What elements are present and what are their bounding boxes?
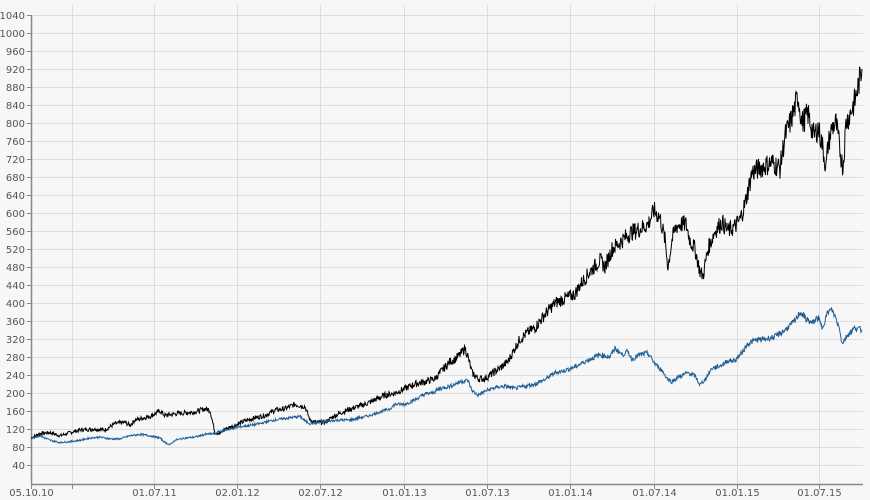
y-tick-label: 1000 xyxy=(0,29,25,40)
y-tick-label: 480 xyxy=(6,263,25,274)
y-tick-label: 200 xyxy=(6,389,25,400)
series-line-blue xyxy=(31,307,863,446)
y-tick-label: 160 xyxy=(6,407,25,418)
y-tick-label: 800 xyxy=(6,119,25,130)
y-tick-label: 600 xyxy=(6,209,25,220)
y-tick-label: 720 xyxy=(6,155,25,166)
x-axis: 05.10.10 01.07.11 02.01.12 02.07.12 01.01.13… xyxy=(9,483,863,499)
x-tick-label: 01.01.15 xyxy=(715,488,760,499)
y-tick-label: 400 xyxy=(6,299,25,310)
y-tick-label: 240 xyxy=(6,371,25,382)
y-tick-label: 280 xyxy=(6,353,25,364)
y-tick-label: 560 xyxy=(6,227,25,238)
y-tick-label: 920 xyxy=(6,65,25,76)
y-tick-label: 360 xyxy=(6,317,25,328)
x-tick-label: 01.07.13 xyxy=(465,488,510,499)
y-axis: 40 80 120 160 200 240 280 320 360 400 440 480 520 560… xyxy=(0,11,33,484)
y-tick-label: 760 xyxy=(6,137,25,148)
x-tick-label: 01.07.14 xyxy=(632,488,677,499)
y-tick-label: 1040 xyxy=(0,11,25,22)
y-tick-label: 320 xyxy=(6,335,25,346)
series-line-black xyxy=(30,66,863,440)
y-tick-label: 840 xyxy=(6,101,25,112)
x-tick-label: 01.07.11 xyxy=(132,488,177,499)
y-tick-label: 120 xyxy=(6,425,25,436)
data-series xyxy=(30,66,863,446)
y-tick-label: 520 xyxy=(6,245,25,256)
y-tick-label: 880 xyxy=(6,83,25,94)
y-tick-label: 80 xyxy=(12,443,25,454)
y-tick-label: 40 xyxy=(12,461,25,472)
x-tick-label: 02.01.12 xyxy=(215,488,260,499)
grid-lines xyxy=(31,5,863,484)
x-tick-label: 01.07.15 xyxy=(797,488,842,499)
y-tick-label: 440 xyxy=(6,281,25,292)
y-tick-label: 960 xyxy=(6,47,25,58)
x-tick-label: 01.01.13 xyxy=(382,488,427,499)
x-tick-label: 01.01.14 xyxy=(548,488,593,499)
y-tick-label: 640 xyxy=(6,191,25,202)
x-tick-label: 02.07.12 xyxy=(298,488,343,499)
y-tick-label: 680 xyxy=(6,173,25,184)
x-tick-label: 05.10.10 xyxy=(9,488,54,499)
